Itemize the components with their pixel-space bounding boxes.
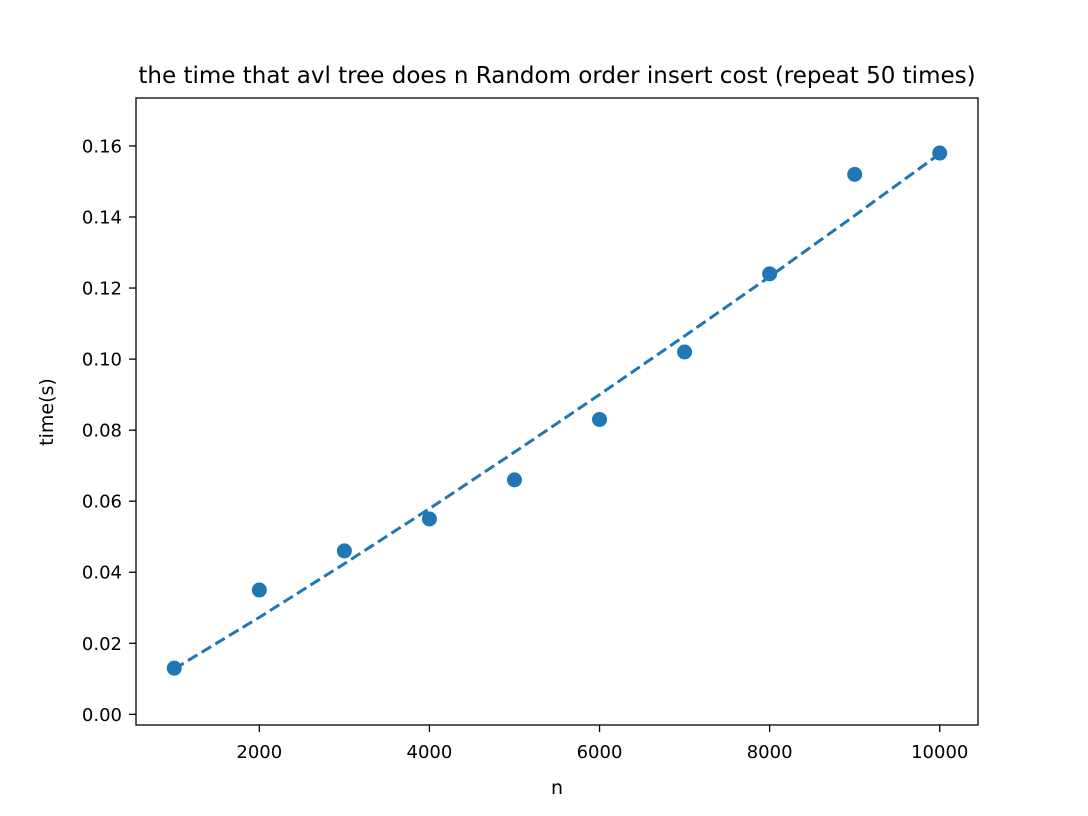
axis-layer: 2000 4000 6000 8000 10000 0.00 0.02 0.04 0.06 0.0… bbox=[82, 136, 968, 763]
data-point bbox=[336, 543, 352, 559]
x-tick-label: 4000 bbox=[407, 742, 453, 763]
y-tick-label: 0.04 bbox=[82, 563, 122, 584]
y-tick-label: 0.02 bbox=[82, 634, 122, 655]
x-tick-label: 8000 bbox=[747, 742, 793, 763]
y-tick-label: 0.00 bbox=[82, 705, 122, 726]
y-tick-label: 0.10 bbox=[82, 350, 122, 371]
data-point bbox=[932, 145, 948, 161]
data-point bbox=[847, 166, 863, 182]
y-tick-label: 0.12 bbox=[82, 279, 122, 300]
y-tick-label: 0.14 bbox=[82, 208, 122, 229]
data-point bbox=[251, 582, 267, 598]
x-axis-label: n bbox=[551, 777, 563, 799]
data-point bbox=[166, 660, 182, 676]
plot-layer bbox=[166, 145, 948, 676]
x-tick-label: 10000 bbox=[911, 742, 968, 763]
y-axis-label: time(s) bbox=[36, 378, 58, 446]
x-tick-label: 2000 bbox=[236, 742, 282, 763]
data-point bbox=[592, 411, 608, 427]
x-tick-label: 6000 bbox=[577, 742, 623, 763]
data-point bbox=[677, 344, 693, 360]
y-tick-label: 0.08 bbox=[82, 421, 122, 442]
data-point bbox=[506, 472, 522, 488]
data-point bbox=[421, 511, 437, 527]
data-point bbox=[762, 266, 778, 282]
chart-title: the time that avl tree does n Random ord… bbox=[138, 63, 975, 89]
y-tick-label: 0.16 bbox=[82, 136, 122, 157]
y-tick-label: 0.06 bbox=[82, 492, 122, 513]
plot-frame bbox=[135, 97, 979, 726]
fit-line bbox=[173, 152, 941, 671]
